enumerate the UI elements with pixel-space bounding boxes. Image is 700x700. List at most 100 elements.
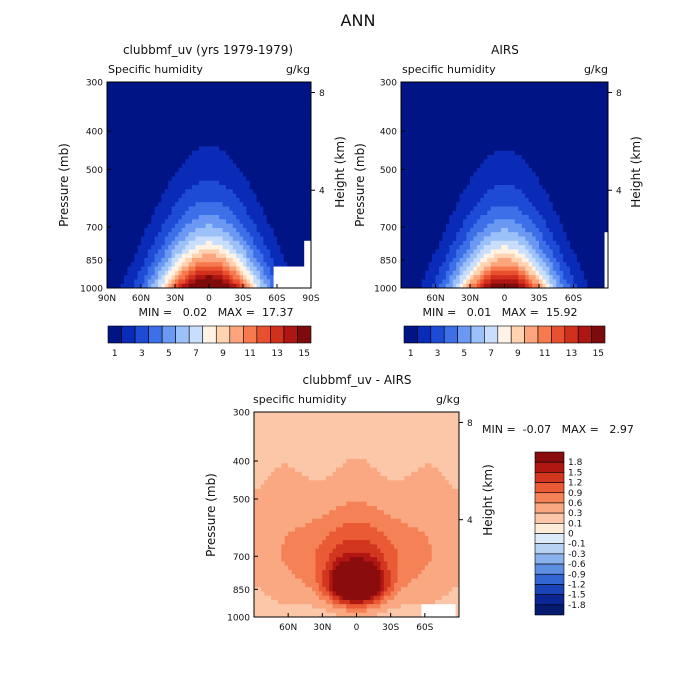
contour-cell — [597, 103, 602, 109]
contour-cell — [209, 94, 213, 100]
contour-cell — [209, 257, 213, 263]
contour-cell — [256, 86, 261, 91]
contour-cell — [300, 185, 305, 190]
contour-cell — [124, 167, 128, 173]
contour-cell — [283, 124, 288, 130]
contour-cell — [236, 219, 240, 225]
contour-cell — [212, 202, 217, 207]
contour-cell — [442, 215, 447, 220]
contour-cell — [404, 189, 409, 194]
contour-cell — [532, 176, 536, 182]
contour-cell — [209, 150, 213, 156]
contour-cell — [178, 257, 183, 263]
contour-cell — [219, 103, 223, 109]
contour-cell — [168, 90, 172, 96]
contour-cell — [222, 103, 227, 109]
contour-cell — [483, 193, 488, 199]
contour-cell — [297, 223, 302, 229]
contour-cell — [587, 202, 592, 207]
contour-cell — [273, 253, 278, 259]
contour-cell — [404, 193, 409, 199]
contour-cell — [270, 270, 274, 276]
contour-cell — [236, 283, 240, 289]
contour-cell — [124, 227, 128, 233]
contour-cell — [539, 86, 543, 91]
contour-cell — [438, 120, 443, 126]
contour-cell — [154, 124, 159, 130]
contour-cell — [300, 180, 305, 186]
contour-cell — [428, 210, 433, 216]
contour-cell — [266, 227, 271, 233]
contour-cell — [219, 116, 223, 122]
contour-cell — [438, 197, 443, 203]
contour-cell — [535, 202, 540, 207]
contour-cell — [407, 176, 412, 182]
contour-cell — [202, 215, 206, 220]
contour-cell — [120, 120, 125, 126]
contour-cell — [566, 189, 571, 194]
contour-cell — [494, 215, 498, 220]
contour-cell — [483, 107, 488, 113]
contour-cell — [590, 86, 595, 91]
contour-cell — [287, 275, 291, 280]
contour-cell — [229, 103, 234, 109]
contour-cell — [239, 257, 244, 263]
contour-cell — [459, 90, 464, 96]
contour-cell — [243, 210, 247, 216]
contour-cell — [134, 253, 138, 259]
contour-cell — [404, 86, 409, 91]
contour-cell — [521, 90, 526, 96]
contour-cell — [117, 202, 121, 207]
contour-cell — [188, 197, 193, 203]
contour-cell — [428, 94, 433, 100]
contour-cell — [545, 99, 550, 104]
contour-cell — [236, 253, 240, 259]
contour-cell — [198, 146, 203, 152]
contour-cell — [188, 86, 193, 91]
contour-cell — [490, 189, 495, 194]
contour-cell — [134, 142, 138, 147]
contour-cell — [552, 210, 557, 216]
contour-cell — [164, 193, 169, 199]
contour-cell — [452, 215, 457, 220]
contour-cell — [452, 159, 457, 164]
contour-cell — [229, 236, 234, 242]
contour-cell — [483, 90, 488, 96]
contour-cell — [542, 129, 547, 134]
contour-cell — [232, 249, 237, 255]
contour-cell — [476, 124, 481, 130]
contour-cell — [297, 270, 302, 276]
contour-cell — [260, 279, 264, 285]
contour-cell — [192, 150, 196, 156]
contour-cell — [141, 206, 145, 212]
contour-cell — [161, 176, 166, 182]
contour-cell — [466, 94, 471, 100]
contour-cell — [164, 103, 169, 109]
contour-cell — [232, 112, 237, 117]
contour-cell — [428, 206, 433, 212]
contour-cell — [514, 99, 519, 104]
contour-cell — [181, 137, 186, 143]
contour-cell — [273, 236, 278, 242]
contour-cell — [124, 232, 128, 237]
contour-cell — [504, 210, 509, 216]
contour-cell — [260, 137, 264, 143]
contour-cell — [452, 146, 457, 152]
contour-cell — [209, 249, 213, 255]
contour-cell — [559, 189, 564, 194]
contour-cell — [532, 124, 536, 130]
contour-cell — [154, 232, 159, 237]
contour-cell — [124, 150, 128, 156]
contour-cell — [178, 163, 183, 169]
contour-cell — [154, 236, 159, 242]
contour-cell — [473, 202, 478, 207]
contour-cell — [556, 189, 561, 194]
contour-cell — [411, 167, 416, 173]
contour-cell — [147, 86, 152, 91]
contour-cell — [124, 163, 128, 169]
contour-cell — [192, 180, 196, 186]
colorbar-label: 11 — [244, 349, 255, 359]
contour-cell — [192, 103, 196, 109]
contour-cell — [287, 167, 291, 173]
contour-cell — [449, 124, 454, 130]
